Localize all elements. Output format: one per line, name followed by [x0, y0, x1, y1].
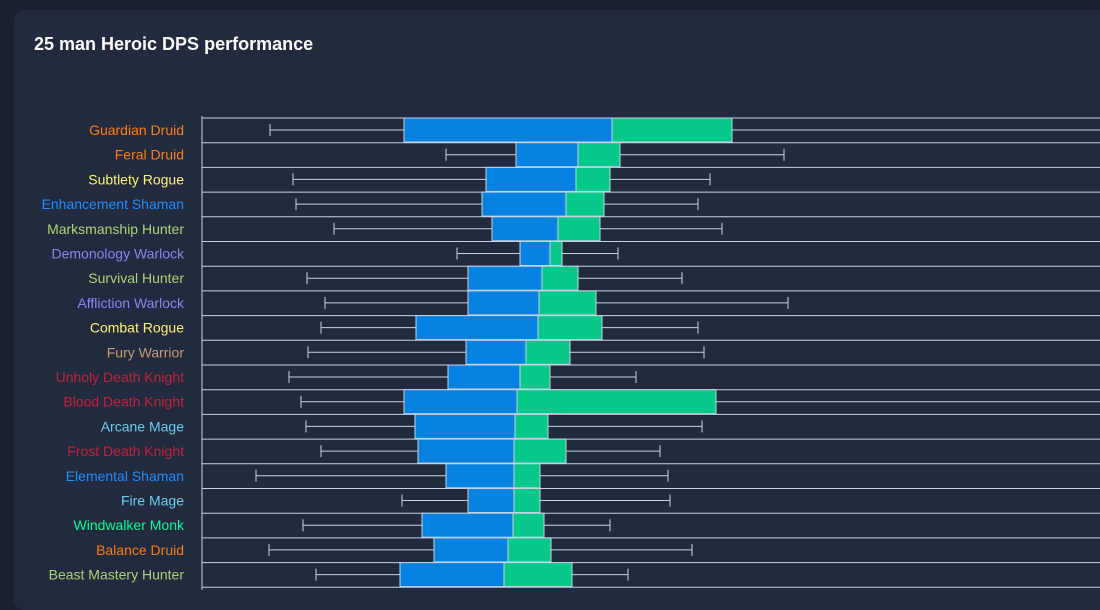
category-label: Windwalker Monk — [74, 517, 185, 533]
box-lower — [414, 413, 516, 439]
box-upper — [538, 290, 597, 316]
box-upper — [514, 413, 549, 439]
box-upper — [577, 142, 621, 168]
box-lower — [485, 166, 577, 192]
category-label: Blood Death Knight — [63, 394, 184, 410]
category-label: Arcane Mage — [101, 418, 184, 434]
category-label: Affliction Warlock — [77, 295, 185, 311]
box-upper — [549, 241, 563, 266]
box-lower — [465, 339, 527, 365]
box-lower — [421, 512, 514, 538]
box-upper — [507, 537, 552, 563]
category-label: Elemental Shaman — [66, 468, 184, 484]
box-lower — [515, 142, 579, 168]
chart-title: 25 man Heroic DPS performance — [34, 34, 314, 54]
category-label: Feral Druid — [115, 147, 184, 163]
box-lower — [403, 389, 518, 415]
box-lower — [491, 216, 559, 242]
box-lower — [481, 191, 567, 217]
category-label: Combat Rogue — [90, 320, 184, 336]
box-upper — [512, 512, 545, 538]
dps-box-plot: Guardian Druid Feral Druid Subtlety Rogue E… — [42, 116, 1100, 590]
box-lower — [467, 265, 543, 291]
category-label: Marksmanship Hunter — [47, 221, 184, 237]
category-label: Enhancement Shaman — [42, 196, 184, 212]
category-label: Fury Warrior — [107, 344, 185, 360]
box-upper — [541, 265, 579, 291]
box-upper — [565, 191, 605, 217]
box-upper — [513, 438, 567, 464]
box-upper — [611, 117, 733, 143]
box-upper — [575, 166, 611, 192]
box-lower — [445, 463, 515, 489]
box-upper — [503, 562, 573, 588]
category-label: Balance Druid — [96, 542, 184, 558]
box-lower — [467, 290, 540, 316]
category-label: Beast Mastery Hunter — [49, 567, 185, 583]
box-upper — [525, 339, 571, 365]
box-lower — [417, 438, 515, 464]
box-upper — [513, 488, 541, 513]
box-upper — [513, 463, 541, 489]
category-label: Fire Mage — [121, 493, 184, 509]
box-lower — [415, 315, 539, 341]
box-lower — [467, 488, 515, 513]
box-lower — [399, 562, 505, 588]
category-label: Subtlety Rogue — [88, 171, 184, 187]
box-upper — [557, 216, 601, 242]
box-lower — [403, 117, 613, 143]
category-label: Unholy Death Knight — [56, 369, 185, 385]
category-label: Survival Hunter — [88, 270, 184, 286]
box-upper — [537, 315, 603, 341]
box-lower — [519, 241, 551, 266]
box-upper — [516, 389, 717, 415]
box-upper — [519, 364, 551, 390]
category-label: Frost Death Knight — [67, 443, 184, 459]
category-label: Guardian Druid — [89, 122, 184, 138]
box-lower — [433, 537, 509, 563]
box-lower — [447, 364, 521, 390]
category-label: Demonology Warlock — [51, 246, 185, 262]
